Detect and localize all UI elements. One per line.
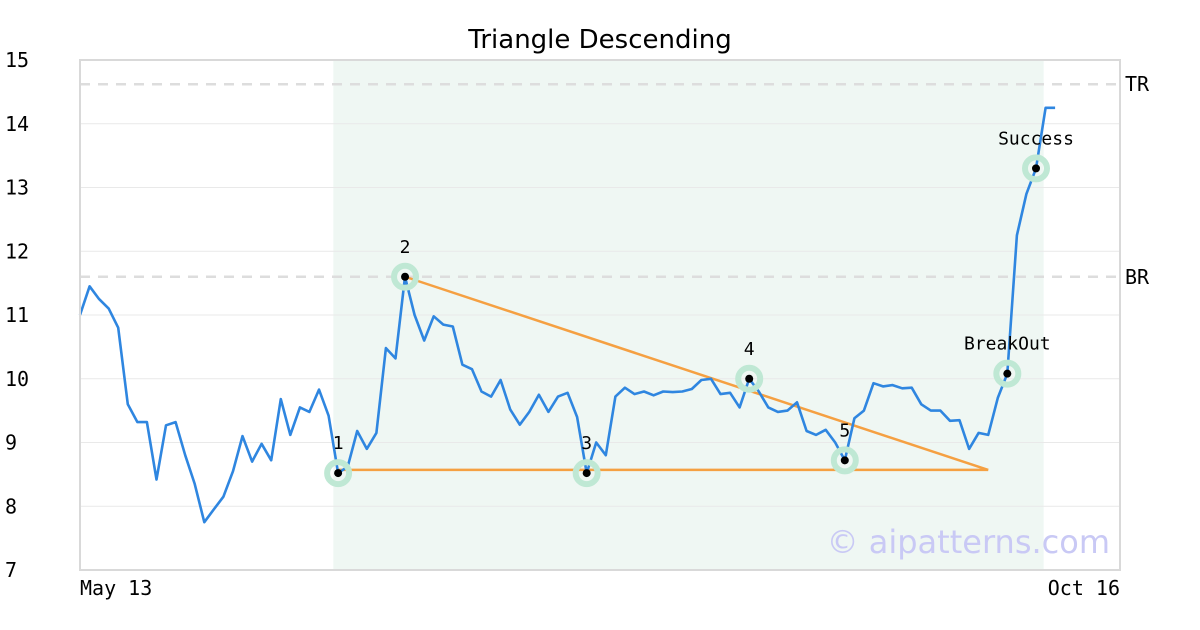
plot-frame [79,59,1121,571]
marker-label-breakout: BreakOut [964,334,1051,355]
marker-dot-3 [582,469,591,478]
y-tick-label-8: 8 [5,494,17,518]
marker-ring-breakout [993,359,1022,388]
marker-dot-success [1032,164,1040,173]
y-tick-label-14: 14 [5,112,29,136]
y-axis-ticks: 7 8 9 10 11 12 13 14 15 [5,48,29,582]
x-tick-label-start: May 13 [80,576,152,600]
marker-dot-2 [401,272,410,281]
marker-label-4: 4 [744,339,755,360]
y-tick-label-10: 10 [5,367,29,391]
marker-label-2: 2 [400,237,411,258]
chart-title: Triangle Descending [467,25,731,55]
marker-ring-2 [391,262,420,291]
x-tick-label-end: Oct 16 [1048,576,1120,600]
watermark: © aipatterns.com [827,523,1110,561]
marker-ring-3 [572,459,601,488]
marker-label-5: 5 [839,420,850,441]
pattern-markers: 1 2 3 4 5 BreakOut Success [324,128,1074,488]
price-series-line [78,106,1056,524]
y-tick-label-13: 13 [5,176,29,200]
reference-label-br: BR [1125,265,1150,289]
marker-label-3: 3 [581,433,592,454]
marker-dot-4 [745,374,754,383]
marker-dot-5 [840,456,849,465]
marker-label-success: Success [998,128,1074,149]
pattern-lines [338,275,989,472]
marker-ring-1 [324,459,353,488]
y-tick-label-15: 15 [5,48,29,72]
reference-label-tr: TR [1125,72,1150,96]
pattern-line-2 [404,275,989,472]
marker-ring-5 [830,446,859,475]
y-tick-label-12: 12 [5,239,29,263]
marker-ring-4 [735,364,764,393]
y-tick-label-7: 7 [5,558,17,582]
y-tick-label-9: 9 [5,431,17,455]
y-tick-label-11: 11 [5,303,29,327]
marker-dot-breakout [1003,369,1012,378]
reference-lines: TR BR [80,72,1150,289]
marker-ring-success [1022,154,1050,183]
marker-label-1: 1 [333,433,344,454]
marker-dot-1 [334,469,343,478]
